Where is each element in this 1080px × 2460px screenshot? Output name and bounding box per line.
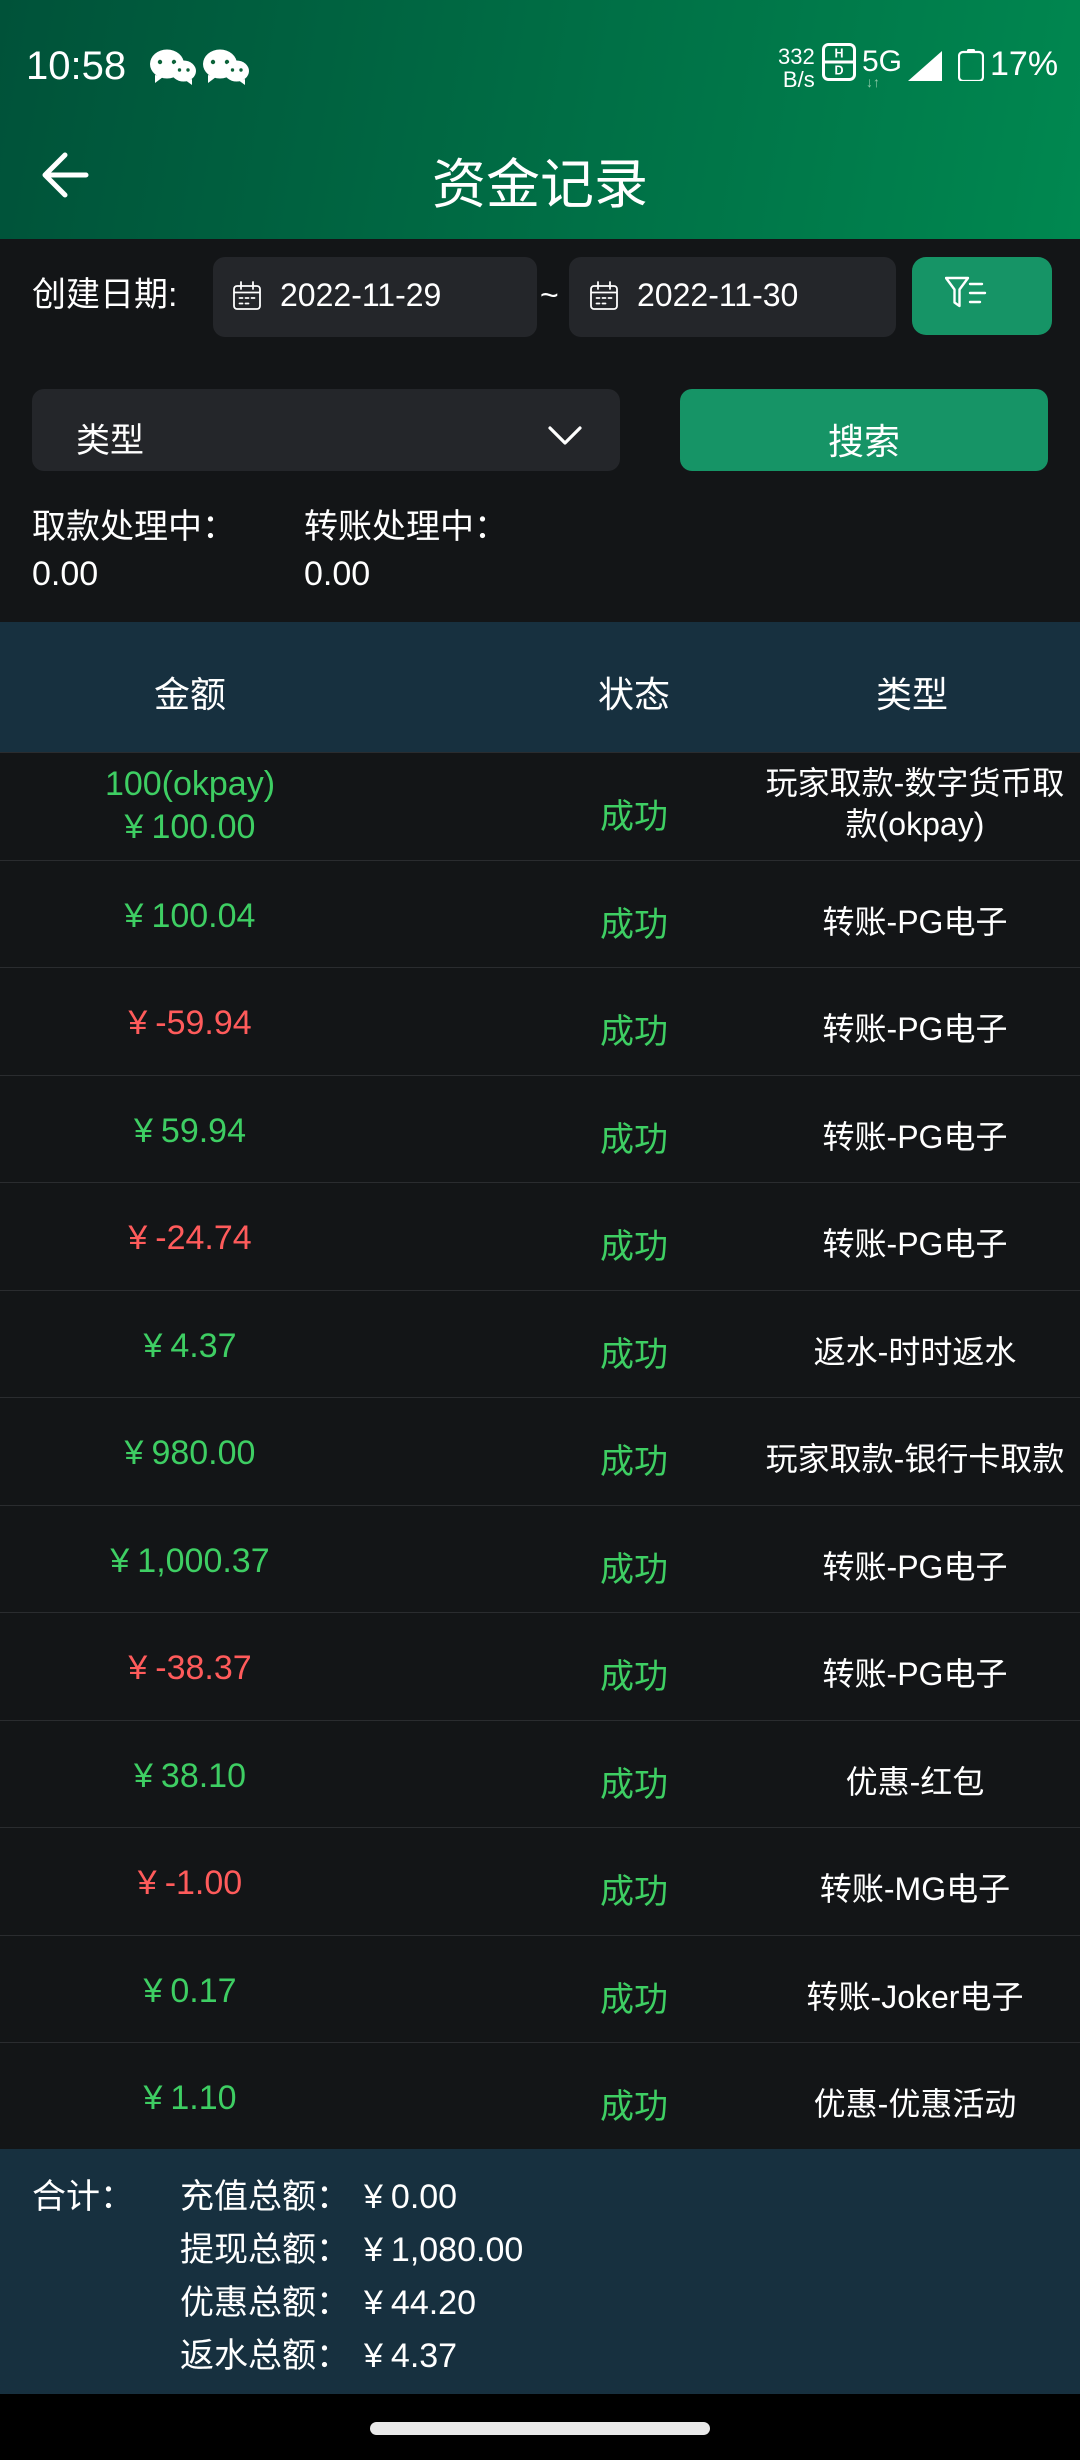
svg-text:D: D xyxy=(834,64,843,78)
svg-text:H: H xyxy=(834,47,843,61)
